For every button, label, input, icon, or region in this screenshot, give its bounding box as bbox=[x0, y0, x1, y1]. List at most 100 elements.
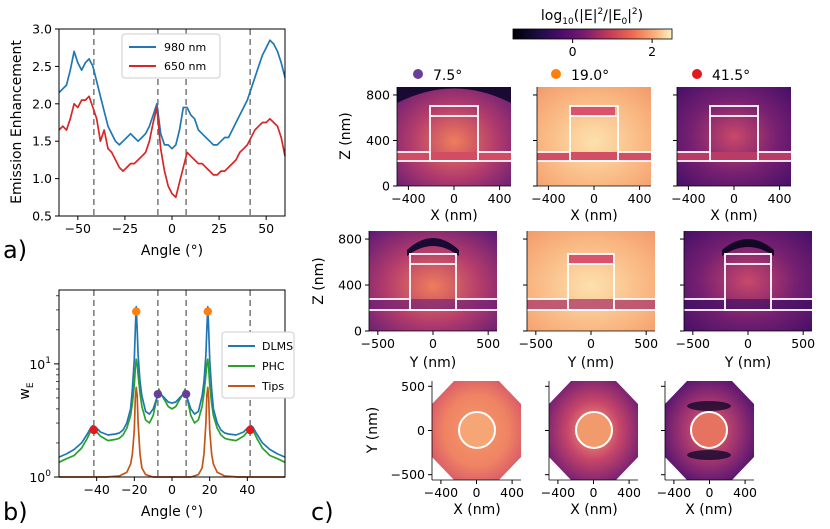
panel-b-xtick-label-0: −40 bbox=[83, 482, 109, 497]
row1-map-2-xtick-label-2: 400 bbox=[628, 191, 652, 206]
row1-map-1-ytick-label-1: 400 bbox=[366, 133, 390, 148]
row2-map-2-xtick-label-2: 500 bbox=[634, 336, 658, 351]
row1-map-1-ytick-label-0: 0 bbox=[382, 179, 390, 194]
row2-map-3-band bbox=[684, 299, 812, 310]
row2-map-1-xtick-label-2: 500 bbox=[476, 336, 500, 351]
panel-b-marker-2 bbox=[153, 389, 163, 399]
panel-b-marker-4 bbox=[89, 425, 99, 435]
row1-map-3 bbox=[677, 87, 791, 186]
panel-a-ytick-label-2: 1.5 bbox=[32, 134, 52, 149]
row1-map-3-xtick-label-2: 400 bbox=[768, 191, 792, 206]
row2-map-1-ytick-label-0: 0 bbox=[354, 324, 362, 339]
colorbar-label: log10(|E|2/|E0|2) bbox=[541, 7, 643, 27]
row3-map-2-xtick-label-0: −400 bbox=[541, 485, 575, 500]
row2-map-3-dark-arc bbox=[722, 239, 774, 256]
panel-a-series-1 bbox=[58, 95, 286, 199]
row2-map-2-field bbox=[527, 231, 655, 331]
row3-map-1-xtick-label-2: 400 bbox=[500, 485, 524, 500]
row1-map-2-xtick-label-0: −400 bbox=[531, 191, 565, 206]
row2-map-3-field bbox=[684, 231, 812, 331]
panel-b-marker-0 bbox=[132, 307, 141, 316]
row3-hex-3-dark-top bbox=[687, 401, 731, 411]
row1-map-1-xtick-label-1: 0 bbox=[450, 191, 458, 206]
panel-b-ytick-label-1: 101 bbox=[29, 356, 51, 372]
panel-b-markers bbox=[89, 307, 255, 435]
row3-map-1-ytick-label-1: 0 bbox=[417, 423, 425, 438]
row3-xlabel-3: X (nm) bbox=[685, 502, 732, 518]
row2-xlabel-1: Y (nm) bbox=[409, 355, 456, 371]
row3-map-2-xtick-label-1: 0 bbox=[590, 485, 598, 500]
row2-map-2-cap bbox=[569, 254, 615, 264]
row1-xlabel-1: X (nm) bbox=[430, 208, 477, 224]
row1-map-1-dark-arc bbox=[397, 87, 511, 103]
row3-xlabel-2: X (nm) bbox=[570, 502, 617, 518]
row3-map-1-xtick-label-0: −400 bbox=[424, 485, 458, 500]
panel-b-xtick-label-4: 40 bbox=[239, 482, 255, 497]
legend-b-tips-label: Tips bbox=[261, 380, 284, 393]
row1-map-1-band bbox=[397, 152, 511, 161]
row2-map-1-ytick-label-1: 400 bbox=[338, 278, 362, 293]
panel-b-ticks: −40 −20 0 20 40 100 101 bbox=[29, 295, 255, 497]
row1-map-2-cap bbox=[569, 106, 615, 116]
column-headers: 7.5° 19.0° 41.5° bbox=[413, 68, 750, 84]
row2-xlabel-3: Y (nm) bbox=[724, 355, 771, 371]
panel-a-ytick-label-4: 2.5 bbox=[32, 59, 52, 74]
panel-b-xlabel: Angle (°) bbox=[141, 504, 203, 520]
panel-b-label: b) bbox=[3, 498, 28, 526]
panel-a-xtick-label-1: −25 bbox=[112, 221, 138, 236]
row3-hex-3-dark-bottom bbox=[687, 450, 731, 460]
row2-ylabel: Z (nm) bbox=[311, 257, 327, 304]
row3-map-1-ytick-label-0: −500 bbox=[391, 467, 425, 482]
col2-angle: 19.0° bbox=[571, 68, 609, 84]
panel-c-ticks: −400 0 400 0 400 800 −400 0 400 −400 0 400 −500 0 500 0… bbox=[338, 87, 815, 500]
panel-b-marker-3 bbox=[181, 389, 191, 399]
row2-map-2 bbox=[527, 231, 655, 331]
row3-map-3-xtick-label-1: 0 bbox=[706, 485, 714, 500]
panel-a-legend: 980 nm 650 nm bbox=[121, 33, 221, 79]
row1-map-3-field bbox=[677, 87, 791, 186]
panel-a-ylabel: Emission Enhancement bbox=[9, 40, 25, 204]
panel-b-legend: DLMS PHC Tips bbox=[221, 331, 295, 399]
row1-map-2-xtick-label-1: 0 bbox=[590, 191, 598, 206]
colorbar-tick-label-0: 0 bbox=[569, 44, 577, 59]
panel-a-series-0 bbox=[58, 39, 286, 150]
row2-map-3-xtick-label-2: 500 bbox=[791, 336, 815, 351]
row1-ylabel: Z (nm) bbox=[338, 112, 354, 159]
colorbar-tick-label-1: 2 bbox=[648, 44, 656, 59]
row2-map-2-xtick-label-0: −500 bbox=[519, 336, 553, 351]
row3-map-2-xtick-label-2: 400 bbox=[617, 485, 641, 500]
row1-map-3-xtick-label-0: −400 bbox=[671, 191, 705, 206]
panel-a-ytick-label-5: 3.0 bbox=[32, 22, 52, 37]
panel-a-ytick-label-0: 0.5 bbox=[32, 209, 52, 224]
panel-a-xtick-label-2: 0 bbox=[168, 221, 176, 236]
panel-a-label: a) bbox=[3, 236, 27, 264]
row2-xlabel-2: Y (nm) bbox=[567, 355, 614, 371]
row2-map-3-xtick-label-1: 0 bbox=[744, 336, 752, 351]
row3-map-3-xtick-label-2: 400 bbox=[733, 485, 757, 500]
row1-structure-outline bbox=[397, 105, 791, 162]
row2-map-3 bbox=[684, 231, 812, 331]
col1-angle: 7.5° bbox=[433, 68, 462, 84]
row1-map-1-ytick-label-2: 800 bbox=[366, 87, 390, 102]
row2-map-2-xtick-label-1: 0 bbox=[587, 336, 595, 351]
panel-a-xtick-label-3: 25 bbox=[211, 221, 227, 236]
panel-a-ytick-label-1: 1.0 bbox=[32, 171, 52, 186]
panel-a-series bbox=[58, 39, 286, 199]
row3-xlabel-1: X (nm) bbox=[453, 502, 500, 518]
row1-map-2 bbox=[537, 87, 651, 186]
row1-xlabel-3: X (nm) bbox=[710, 208, 757, 224]
panel-a-xlabel: Angle (°) bbox=[141, 243, 203, 259]
panel-b-marker-5 bbox=[245, 425, 255, 435]
panel-b-xtick-label-3: 20 bbox=[202, 482, 218, 497]
legend-b-phc-label: PHC bbox=[262, 360, 285, 373]
legend-b-box bbox=[221, 331, 295, 399]
col1-marker bbox=[413, 69, 423, 79]
col3-marker bbox=[692, 69, 702, 79]
panel-b-marker-1 bbox=[203, 307, 212, 316]
row3-ylabel: Y (nm) bbox=[365, 407, 381, 454]
legend-a-650-label: 650 nm bbox=[164, 60, 206, 73]
row3-map-3-xtick-label-0: −400 bbox=[657, 485, 691, 500]
panel-b-xtick-label-2: 0 bbox=[168, 482, 176, 497]
